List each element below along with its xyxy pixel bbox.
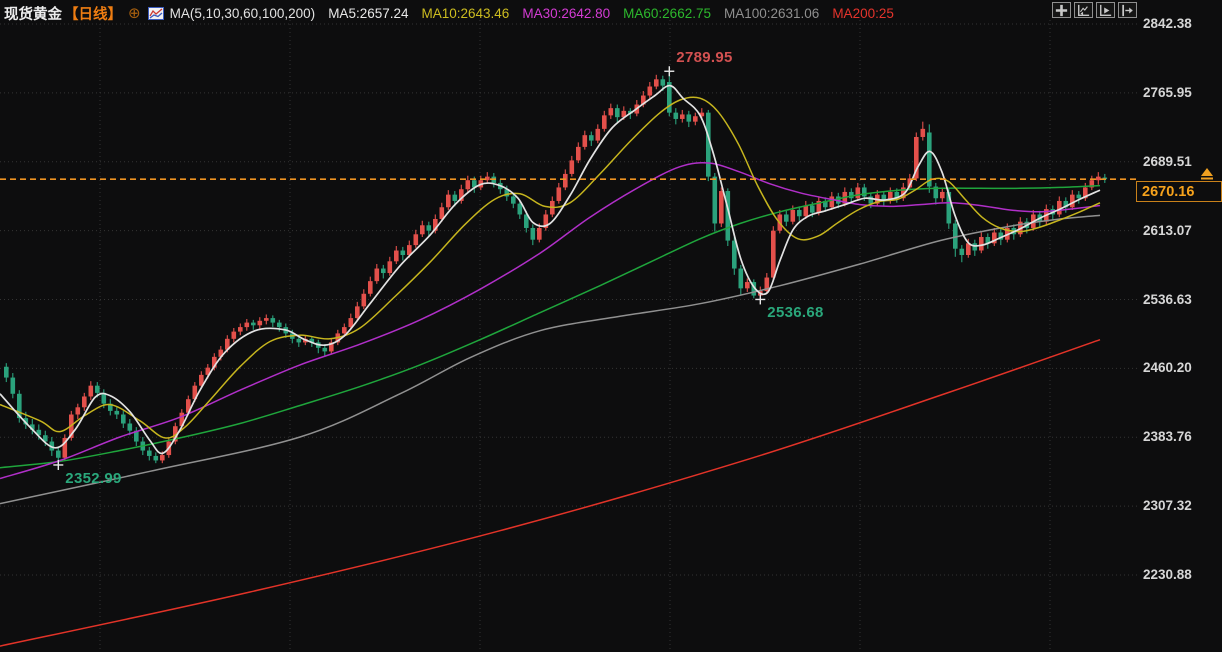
y-axis-label: 2613.07 [1143, 222, 1192, 238]
y-axis-label: 2230.88 [1143, 567, 1192, 582]
current-price-tag: 2670.16 [1136, 181, 1222, 203]
fit-axis-right-button[interactable] [1096, 2, 1115, 18]
ma-line-ma10 [0, 96, 1101, 439]
candles [4, 71, 1108, 465]
ma-value-ma30: MA30:2642.80 [522, 6, 611, 21]
extreme-marker [53, 459, 64, 470]
collapse-right-button[interactable] [1118, 2, 1137, 18]
ma-value-ma10: MA10:2643.46 [421, 6, 510, 21]
ma-value-ma200: MA200:25 [832, 6, 894, 21]
ma-lines [0, 84, 1101, 647]
chart-toolbar [1052, 2, 1137, 18]
y-axis-label: 2460.20 [1143, 360, 1192, 376]
y-axis-label: 2536.63 [1143, 291, 1192, 307]
y-axis-label: 2307.32 [1143, 498, 1192, 514]
add-indicator-icon[interactable]: ⊕ [128, 5, 141, 22]
y-axis-label: 2765.95 [1143, 84, 1192, 100]
annotation-label: 2536.68 [767, 304, 824, 322]
ma-value-ma5: MA5:2657.24 [328, 6, 409, 21]
pan-crosshair-button[interactable] [1052, 2, 1071, 18]
price-up-arrow-icon[interactable] [1200, 167, 1214, 185]
y-axis-label: 2842.38 [1143, 16, 1192, 31]
period-label: 【日线】 [64, 7, 122, 23]
ma-group-label: MA(5,10,30,60,100,200) [169, 6, 316, 21]
ma-line-ma100 [0, 214, 1101, 505]
y-axis-label: 2383.76 [1143, 429, 1192, 445]
annotation-label: 2352.99 [65, 469, 122, 487]
symbol-title: 现货黄金 [4, 7, 62, 23]
grid [0, 20, 1138, 652]
fit-axis-left-button[interactable] [1074, 2, 1093, 18]
mini-chart-icon[interactable] [147, 7, 164, 20]
y-axis-label: 2689.51 [1143, 153, 1192, 169]
current-price-value: 2670.16 [1142, 183, 1195, 200]
ma-line-ma60 [0, 184, 1101, 469]
annotation-label: 2789.95 [676, 49, 733, 67]
ma-legend: MA5:2657.24 MA10:2643.46 MA30:2642.80 MA60:… [315, 6, 894, 21]
ma-value-ma60: MA60:2662.75 [623, 6, 711, 21]
ma-line-ma5 [0, 84, 1101, 455]
ma-line-ma30 [0, 161, 1101, 480]
extreme-marker [664, 66, 675, 77]
ma-line-ma200 [0, 338, 1101, 647]
extreme-marker [755, 294, 766, 305]
chart-header: 现货黄金 【日线】 ⊕ MA(5,10,30,60,100,200) MA5:2… [4, 3, 894, 24]
ma-value-ma100: MA100:2631.06 [723, 6, 820, 21]
